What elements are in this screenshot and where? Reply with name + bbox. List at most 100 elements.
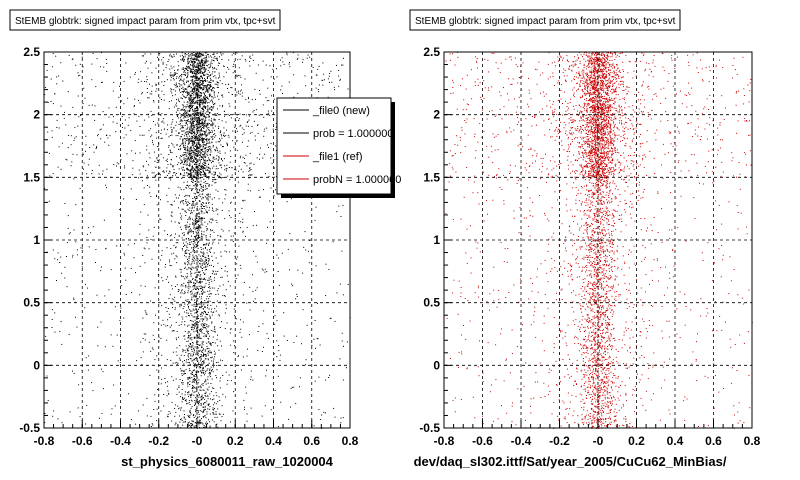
data-point	[199, 389, 201, 391]
data-point	[189, 229, 191, 231]
data-point	[85, 150, 86, 152]
data-point	[184, 262, 186, 264]
data-point	[192, 390, 193, 392]
data-point	[234, 345, 235, 347]
data-point	[203, 311, 205, 312]
data-point	[156, 369, 158, 371]
data-point	[191, 400, 193, 402]
data-point	[195, 166, 197, 168]
data-point	[91, 170, 93, 171]
data-point	[183, 112, 185, 114]
data-point	[188, 140, 190, 142]
data-point	[187, 131, 189, 133]
data-point	[221, 416, 223, 417]
data-point	[171, 134, 173, 136]
data-point	[212, 371, 214, 373]
data-point	[202, 368, 204, 370]
data-point	[198, 392, 199, 394]
data-point	[214, 133, 216, 135]
data-point	[203, 403, 205, 405]
data-point	[315, 265, 317, 267]
data-point	[185, 120, 187, 122]
data-point	[206, 153, 208, 155]
data-point	[185, 160, 187, 162]
data-point	[187, 80, 189, 82]
title-box	[9, 9, 281, 31]
data-point	[179, 55, 181, 57]
data-point	[209, 129, 210, 131]
data-point	[190, 158, 191, 160]
data-point	[308, 262, 310, 264]
data-point	[212, 135, 214, 137]
data-point	[194, 226, 196, 228]
data-point	[250, 370, 252, 372]
data-point	[146, 415, 148, 417]
data-point	[206, 127, 208, 129]
data-point	[202, 348, 204, 350]
data-point	[200, 257, 202, 259]
data-point	[204, 95, 206, 97]
data-point	[200, 329, 201, 330]
data-point	[165, 382, 166, 384]
data-point	[207, 404, 209, 406]
data-point	[212, 68, 214, 70]
data-point	[186, 138, 188, 140]
data-point	[189, 338, 191, 340]
data-point	[226, 164, 228, 166]
data-point	[190, 173, 192, 175]
data-point	[188, 58, 190, 60]
data-point	[120, 307, 122, 309]
data-point	[187, 383, 189, 385]
data-point	[192, 89, 193, 91]
data-point	[341, 250, 343, 252]
data-point	[233, 308, 235, 310]
data-point	[195, 426, 197, 428]
data-point	[180, 296, 182, 298]
data-point	[218, 314, 220, 316]
data-point	[175, 197, 177, 199]
data-point	[153, 172, 155, 174]
data-point	[233, 340, 235, 342]
data-point	[173, 172, 175, 174]
data-point	[216, 365, 218, 367]
data-point	[211, 118, 212, 120]
data-point	[204, 174, 206, 176]
data-point	[183, 95, 185, 97]
data-point	[215, 411, 217, 413]
data-point	[91, 63, 93, 65]
data-point	[182, 276, 184, 278]
data-point	[232, 410, 234, 412]
data-point	[208, 282, 210, 284]
data-point	[195, 77, 197, 79]
data-point	[199, 166, 201, 168]
data-point	[209, 207, 210, 209]
data-point	[183, 189, 185, 191]
data-point	[101, 368, 102, 370]
data-point	[148, 341, 150, 343]
data-point	[223, 127, 225, 129]
data-point	[339, 78, 341, 80]
data-point	[195, 117, 197, 119]
data-point	[179, 85, 181, 87]
data-point	[202, 186, 204, 188]
data-point	[191, 350, 193, 352]
data-point	[198, 84, 200, 86]
data-point	[227, 67, 229, 68]
data-point	[263, 130, 265, 132]
data-point	[203, 164, 205, 165]
data-point	[187, 75, 188, 77]
data-point	[193, 160, 195, 162]
data-point	[245, 392, 247, 394]
data-point	[184, 321, 186, 323]
data-point	[236, 75, 238, 77]
data-point	[181, 382, 183, 384]
data-point	[217, 149, 218, 151]
data-point	[205, 262, 207, 263]
data-point	[206, 78, 208, 79]
data-point	[182, 397, 184, 399]
data-point	[184, 70, 186, 72]
data-point	[237, 90, 239, 92]
data-point	[191, 158, 193, 159]
data-point	[201, 332, 203, 334]
data-point	[197, 117, 199, 119]
